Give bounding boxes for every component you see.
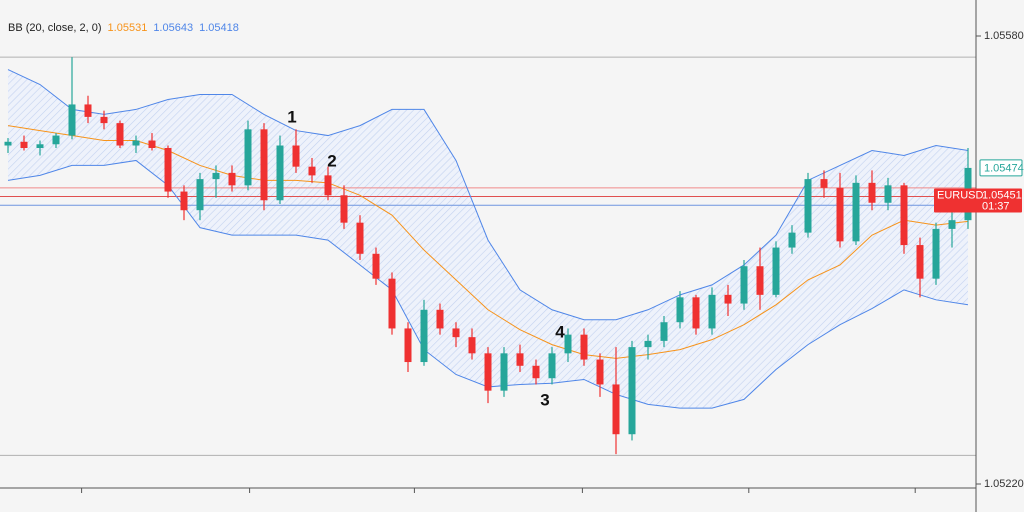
y-tick-label: 1.05580 (984, 30, 1024, 42)
candle-body (788, 232, 796, 248)
candle-body (676, 297, 684, 323)
candle-body (148, 140, 156, 148)
candle-body (612, 384, 620, 435)
candle-body (884, 185, 892, 203)
candle-body (708, 294, 716, 329)
price-tag (934, 188, 1022, 213)
annotation: 4 (555, 322, 565, 341)
annotation: 3 (540, 390, 549, 409)
candle-body (756, 266, 764, 295)
candle-body (244, 129, 252, 186)
candle-body (804, 179, 812, 233)
candle-body (36, 144, 44, 148)
candle-body (548, 353, 556, 379)
price-tag-symbol: EURUSD (937, 189, 984, 201)
candle-body (948, 220, 956, 229)
candle-body (132, 140, 140, 146)
candle-body (868, 182, 876, 203)
price-tag-label: 1.05451 (982, 189, 1022, 201)
candle-body (724, 294, 732, 304)
legend-value: 1.05418 (199, 22, 239, 34)
candle-body (164, 148, 172, 192)
candle-body (292, 145, 300, 167)
annotation: 2 (327, 151, 336, 170)
candle-body (52, 135, 60, 145)
candle-body (644, 340, 652, 348)
candle-body (276, 145, 284, 201)
legend-value: 1.05643 (153, 22, 193, 34)
candle-body (692, 297, 700, 329)
candle-body (116, 123, 124, 146)
candle-body (356, 222, 364, 254)
candle-body (324, 175, 332, 196)
candle-body (836, 187, 844, 242)
candle-body (564, 334, 572, 354)
candle-body (852, 182, 860, 242)
candle-body (420, 309, 428, 363)
candle-body (372, 253, 380, 279)
candle-body (900, 185, 908, 246)
candle-body (388, 278, 396, 329)
candle-body (84, 104, 92, 117)
candle-body (596, 359, 604, 385)
indicator-label: BB (20, close, 2, 0) (8, 22, 102, 34)
candle-body (580, 334, 588, 360)
candle-body (660, 322, 668, 341)
candle-body (228, 172, 236, 186)
candle-body (500, 353, 508, 391)
candle-body (340, 195, 348, 223)
candle-body (628, 347, 636, 435)
price-tag (979, 159, 1023, 177)
candle-body (484, 353, 492, 391)
candle-body (820, 179, 828, 188)
candle-body (308, 166, 316, 176)
candle-body (932, 228, 940, 279)
candle-body (436, 309, 444, 329)
candle-body (916, 245, 924, 279)
price-tag-time: 01:37 (982, 200, 1010, 212)
candle-body (260, 129, 268, 201)
candle-body (212, 172, 220, 180)
price-tag-label: 1.05474 (984, 162, 1024, 174)
legend-value: 1.05531 (108, 22, 148, 34)
candle-body (180, 191, 188, 211)
candle-body (404, 328, 412, 363)
candle-body (68, 104, 76, 136)
candle-body (100, 116, 108, 124)
candle-body (196, 179, 204, 211)
candle-body (516, 353, 524, 366)
y-tick-label: 1.05220 (984, 478, 1024, 490)
candle-body (20, 141, 28, 148)
candle-body (452, 328, 460, 338)
candle-body (4, 141, 12, 146)
candle-body (772, 247, 780, 295)
candle-body (740, 266, 748, 304)
candle-body (468, 337, 476, 354)
candle-body (532, 365, 540, 379)
annotation: 1 (287, 107, 296, 126)
